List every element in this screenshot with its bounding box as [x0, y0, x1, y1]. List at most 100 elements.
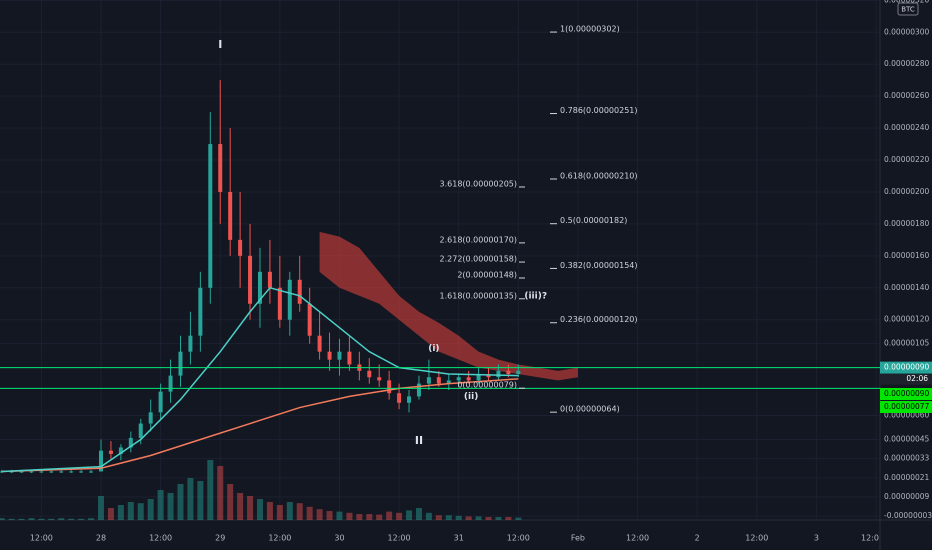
volume-bar: [247, 496, 254, 520]
candle-body: [257, 271, 262, 304]
volume-bar: [425, 512, 432, 520]
fib-label: 0(0.00000064): [560, 405, 620, 414]
candle-body: [39, 471, 44, 473]
volume-bar: [455, 515, 462, 520]
x-tick-label: 2: [695, 534, 700, 543]
candle-body: [248, 255, 253, 304]
candle-body: [377, 377, 382, 381]
y-tick-label: -0.00000003: [884, 511, 932, 520]
candle-body: [208, 144, 213, 288]
last-price-text: 0.00000090: [884, 363, 930, 372]
volume-bar: [406, 510, 413, 520]
volume-bar: [266, 502, 273, 520]
wave-label: (iii)?: [524, 291, 547, 301]
candle-body: [118, 447, 123, 454]
volume-bar: [137, 503, 144, 520]
volume-bar: [48, 518, 55, 520]
volume-bar: [207, 460, 214, 520]
candle-body: [99, 450, 104, 472]
fib-label: 2.272(0.00000158): [440, 255, 518, 264]
x-tick-label: 12:0: [861, 534, 879, 543]
volume-bar: [227, 484, 234, 520]
x-tick-label: 12:00: [30, 534, 53, 543]
candle-body: [178, 351, 183, 376]
fib-label: 0.786(0.00000251): [560, 106, 638, 115]
x-tick-label: 12:00: [626, 534, 649, 543]
candle-body: [446, 380, 451, 384]
volume-bar: [68, 518, 75, 520]
y-tick-label: 0.00000160: [884, 251, 930, 260]
y-tick-label: 0.00000280: [884, 59, 930, 68]
last-price-tag: [880, 361, 932, 374]
candle-body: [29, 471, 34, 473]
volume-bar: [286, 502, 293, 520]
volume-bar: [336, 511, 343, 520]
volume-bar: [515, 517, 522, 520]
volume-bar: [117, 505, 124, 520]
volume-bar: [256, 499, 263, 520]
candle-body: [416, 383, 421, 397]
volume-bar: [346, 512, 353, 520]
volume-bar: [505, 517, 512, 520]
y-tick-label: 0.00000300: [884, 27, 930, 36]
fib-label: 0.236(0.00000120): [560, 315, 638, 324]
candle-body: [436, 377, 441, 384]
volume-bar: [197, 481, 204, 520]
candle-body: [128, 437, 133, 448]
volume-bar: [306, 506, 313, 520]
y-tick-label: 0.00000105: [884, 339, 930, 348]
volume-bar: [98, 496, 105, 520]
candle-body: [506, 370, 511, 375]
y-tick-label: 0.00000120: [884, 315, 930, 324]
volume-bar: [28, 518, 35, 520]
y-tick-label: 0.00000060: [884, 411, 930, 420]
candle-body: [69, 471, 74, 473]
volume-bar: [8, 518, 15, 520]
volume-bar: [187, 478, 194, 520]
volume-bar: [58, 518, 65, 520]
level-tag: [880, 401, 932, 413]
volume-bar: [435, 515, 442, 520]
volume-bar: [376, 514, 383, 520]
wave-label: II: [415, 434, 423, 447]
x-tick-label: 12:00: [745, 534, 768, 543]
candle-body: [238, 239, 243, 256]
x-tick-label: 30: [334, 534, 344, 543]
candle-body: [476, 374, 481, 381]
fib-label: 1.618(0.00000135): [440, 291, 518, 300]
candle-body: [496, 370, 501, 378]
volume-bar: [386, 511, 393, 520]
candle-body: [327, 351, 332, 360]
candle-body: [9, 471, 14, 473]
indicator-line: [1, 378, 519, 473]
countdown-tag: [880, 373, 932, 385]
candle-body: [466, 377, 471, 381]
candle-body: [49, 471, 54, 473]
candle-body: [297, 279, 302, 304]
x-tick-label: 31: [454, 534, 464, 543]
candle-body: [277, 287, 282, 320]
volume-bar: [465, 516, 472, 520]
candle-body: [89, 471, 94, 473]
fib-label: 0.5(0.00000182): [560, 216, 627, 225]
currency-badge[interactable]: [897, 2, 919, 16]
level-tag: [880, 388, 932, 400]
candle-body: [317, 335, 322, 352]
level-tag-text: 0.00000090: [884, 389, 930, 398]
candle-body: [138, 423, 143, 438]
y-tick-label: 0.00000140: [884, 283, 930, 292]
candle-body: [347, 351, 352, 365]
candle-body: [188, 335, 193, 352]
volume-bar: [127, 502, 134, 520]
y-tick-label: 0.00000220: [884, 155, 930, 164]
y-tick-label: 0.00000009: [884, 492, 930, 501]
volume-bar: [38, 518, 45, 520]
y-tick-label: 0.00000200: [884, 187, 930, 196]
candle-body: [387, 380, 392, 394]
volume-bar: [415, 508, 422, 520]
volume-bar: [485, 517, 492, 520]
y-tick-label: 0.00000045: [884, 435, 930, 444]
volume-bar: [217, 466, 224, 520]
candle-body: [79, 471, 84, 473]
